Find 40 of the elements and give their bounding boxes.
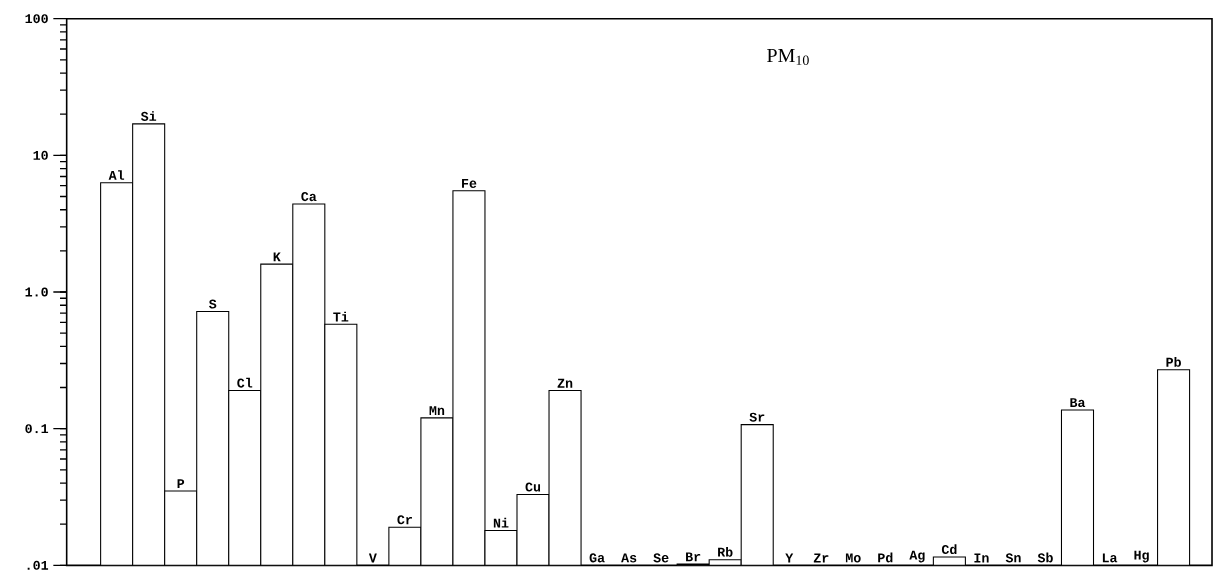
y-tick-label: 1.0 xyxy=(25,287,48,297)
x-tick-label: Cl xyxy=(237,377,253,388)
x-tick-label: Pd xyxy=(878,552,893,563)
x-tick-label: Ga xyxy=(589,553,605,563)
y-tick-label: 0.1 xyxy=(25,423,49,434)
x-tick-label: Ba xyxy=(1070,398,1086,407)
x-tick-label: Ca xyxy=(301,191,317,201)
x-tick-label: Br xyxy=(686,552,701,562)
x-tick-label: Fe xyxy=(462,178,477,188)
x-tick-label: Hg xyxy=(1134,550,1149,563)
x-tick-label: Cr xyxy=(397,515,412,525)
x-tick-label: Mo xyxy=(845,553,861,563)
x-tick-label: As xyxy=(621,553,637,563)
x-tick-label: Cd xyxy=(941,544,957,554)
x-tick-label: In xyxy=(974,553,989,563)
x-tick-label: Ti xyxy=(333,311,349,322)
x-tick-label: Cu xyxy=(525,482,541,492)
x-tick-label: S xyxy=(208,299,217,309)
x-tick-label: Sb xyxy=(1037,552,1053,563)
x-tick-label: Ni xyxy=(493,517,509,528)
x-tick-label: Si xyxy=(140,110,157,121)
x-tick-label: V xyxy=(368,553,377,563)
x-tick-label: Zn xyxy=(557,378,573,388)
x-tick-label: Pb xyxy=(1166,356,1181,367)
y-tick-label: 10 xyxy=(33,150,48,160)
text: PM$_{10}$ xyxy=(767,48,809,65)
x-tick-label: Mn xyxy=(429,405,445,415)
x-tick-label: Rb xyxy=(718,546,733,557)
x-tick-label: Sr xyxy=(749,412,765,422)
x-tick-label: Ag xyxy=(909,550,925,563)
x-tick-label: Al xyxy=(108,170,125,180)
x-tick-label: Zr xyxy=(813,553,829,563)
x-tick-label: Se xyxy=(653,553,669,563)
x-tick-label: La xyxy=(1102,553,1118,563)
x-tick-label: K xyxy=(273,252,281,262)
x-tick-label: Sn xyxy=(1005,553,1021,563)
x-tick-label: P xyxy=(177,479,185,488)
x-tick-label: Y xyxy=(785,553,794,563)
y-tick-label: .01 xyxy=(27,560,49,570)
y-tick-label: 100 xyxy=(25,14,48,24)
